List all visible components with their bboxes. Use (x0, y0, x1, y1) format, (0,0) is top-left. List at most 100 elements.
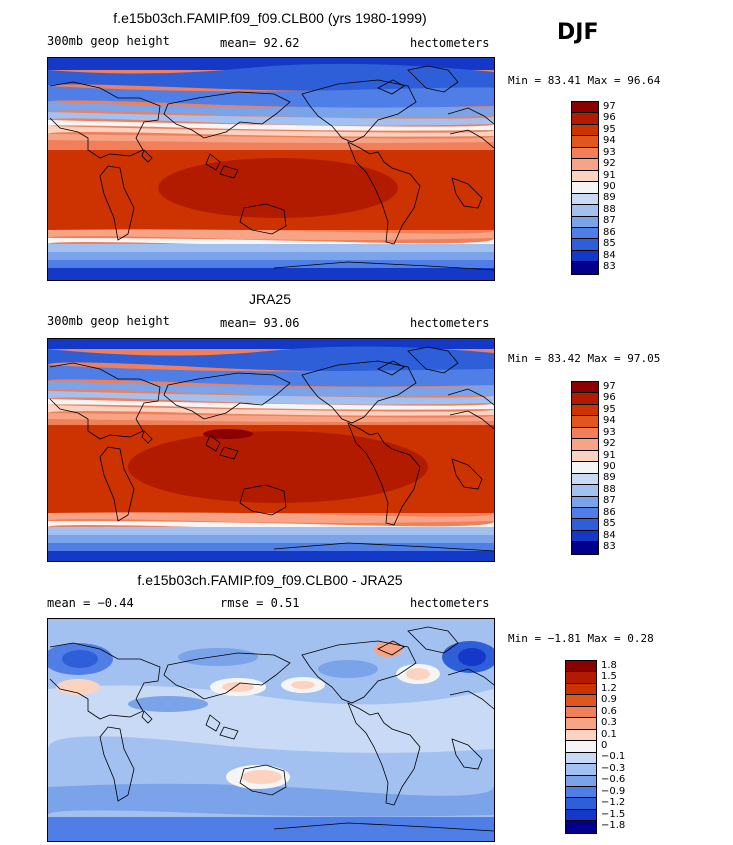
colorbar-swatch (572, 193, 598, 206)
colorbar-level-label: −0.1 (601, 751, 626, 763)
panel-3-map (47, 618, 495, 842)
panel-2-units-label: hectometers (410, 316, 490, 330)
colorbar-swatch (572, 485, 598, 497)
panel-3-coastlines (49, 626, 494, 832)
panel-2-colorbar (571, 381, 599, 555)
colorbar-level-label: −0.3 (601, 762, 626, 774)
colorbar-swatch (572, 427, 598, 440)
colorbar-swatch (566, 752, 596, 765)
colorbar-swatch (572, 507, 598, 520)
panel-1-variable-label: 300mb geop height (47, 34, 170, 48)
colorbar-swatch (572, 473, 598, 486)
panel-1-field (48, 58, 494, 280)
colorbar-swatch (566, 786, 596, 799)
colorbar-level-label: −1.5 (601, 808, 626, 820)
colorbar-level-label: 90 (603, 461, 616, 472)
colorbar-level-label: 84 (603, 249, 616, 261)
colorbar-swatch (566, 695, 596, 707)
colorbar-swatch (566, 809, 596, 822)
colorbar-level-label: −0.9 (601, 785, 626, 797)
colorbar-level-label: 86 (603, 506, 616, 518)
panel-2-variable-label: 300mb geop height (47, 314, 170, 328)
colorbar-swatch (566, 764, 596, 776)
colorbar-swatch (566, 729, 596, 742)
colorbar-swatch (572, 519, 598, 531)
panel-2-field (48, 339, 494, 561)
colorbar-swatch (572, 250, 598, 263)
colorbar-level-label: 91 (603, 169, 616, 181)
colorbar-level-label: −0.6 (601, 774, 626, 786)
colorbar-swatch (572, 205, 598, 217)
colorbar-level-label: 95 (603, 123, 616, 135)
colorbar-level-label: 94 (603, 135, 616, 147)
colorbar-swatch (572, 530, 598, 543)
colorbar-swatch (572, 404, 598, 417)
colorbar-swatch (572, 102, 598, 114)
colorbar-level-label: 96 (603, 392, 616, 404)
colorbar-swatch (572, 170, 598, 183)
panel-1-map (47, 57, 495, 281)
panel-2-title: JRA25 (248, 291, 292, 307)
colorbar-level-label: 93 (603, 426, 616, 438)
panel-1-coastlines (49, 65, 494, 271)
colorbar-swatch (566, 775, 596, 787)
colorbar-level-label: 0.3 (601, 717, 617, 729)
colorbar-swatch (566, 741, 596, 753)
colorbar-swatch (566, 718, 596, 730)
colorbar-level-label: 89 (603, 192, 616, 204)
panel-3-field (48, 619, 494, 841)
panel-3-mean-label: mean = −0.44 (47, 596, 134, 610)
colorbar-level-label: 92 (603, 158, 616, 170)
colorbar-level-label: 0.9 (601, 694, 617, 706)
colorbar-swatch (572, 216, 598, 228)
colorbar-level-label: 86 (603, 226, 616, 238)
colorbar-level-label: 92 (603, 438, 616, 450)
colorbar-level-label: 96 (603, 112, 616, 124)
colorbar-swatch (572, 182, 598, 194)
panel-2-mean-label: mean= 93.06 (220, 316, 300, 330)
colorbar-swatch (566, 683, 596, 696)
colorbar-swatch (572, 159, 598, 171)
colorbar-level-label: 88 (603, 483, 616, 495)
colorbar-level-label: 85 (603, 518, 616, 530)
colorbar-swatch (572, 542, 598, 554)
colorbar-level-label: 83 (603, 541, 616, 553)
panel-3-rmse-label: rmse = 0.51 (220, 596, 300, 610)
colorbar-level-label: 90 (603, 181, 616, 192)
season-label: DJF (557, 20, 599, 45)
colorbar-level-label: 84 (603, 529, 616, 541)
colorbar-swatch (566, 672, 596, 684)
colorbar-swatch (572, 136, 598, 148)
colorbar-swatch (572, 496, 598, 508)
colorbar-level-label: 0 (601, 740, 608, 751)
panel-2-minmax: Min = 83.42 Max = 97.05 (508, 352, 661, 365)
colorbar-swatch (566, 798, 596, 810)
panel-1-title: f.e15b03ch.FAMIP.f09_f09.CLB00 (yrs 1980… (113, 10, 427, 26)
colorbar-swatch (572, 239, 598, 251)
panel-2-map (47, 338, 495, 562)
colorbar-level-label: 97 (603, 100, 616, 112)
colorbar-swatch (572, 147, 598, 160)
colorbar-level-label: 89 (603, 472, 616, 484)
colorbar-swatch (566, 706, 596, 719)
colorbar-level-label: 0.1 (601, 728, 617, 740)
panel-3-minmax: Min = −1.81 Max = 0.28 (508, 632, 654, 645)
colorbar-swatch (566, 821, 596, 833)
panel-3-title: f.e15b03ch.FAMIP.f09_f09.CLB00 - JRA25 (137, 572, 403, 588)
colorbar-swatch (572, 450, 598, 463)
colorbar-swatch (572, 393, 598, 405)
panel-3-units-label: hectometers (410, 596, 490, 610)
panel-2-coastlines (49, 346, 494, 552)
colorbar-level-label: −1.8 (601, 820, 626, 832)
colorbar-swatch (572, 416, 598, 428)
panel-1-minmax: Min = 83.41 Max = 96.64 (508, 74, 661, 87)
colorbar-swatch (566, 661, 596, 673)
colorbar-level-label: 1.5 (601, 671, 617, 683)
colorbar-level-label: 88 (603, 203, 616, 215)
colorbar-level-label: 85 (603, 238, 616, 250)
colorbar-level-label: −1.2 (601, 797, 626, 809)
colorbar-level-label: 97 (603, 380, 616, 392)
colorbar-level-label: 95 (603, 403, 616, 415)
colorbar-level-label: 87 (603, 495, 616, 507)
colorbar-swatch (572, 262, 598, 274)
